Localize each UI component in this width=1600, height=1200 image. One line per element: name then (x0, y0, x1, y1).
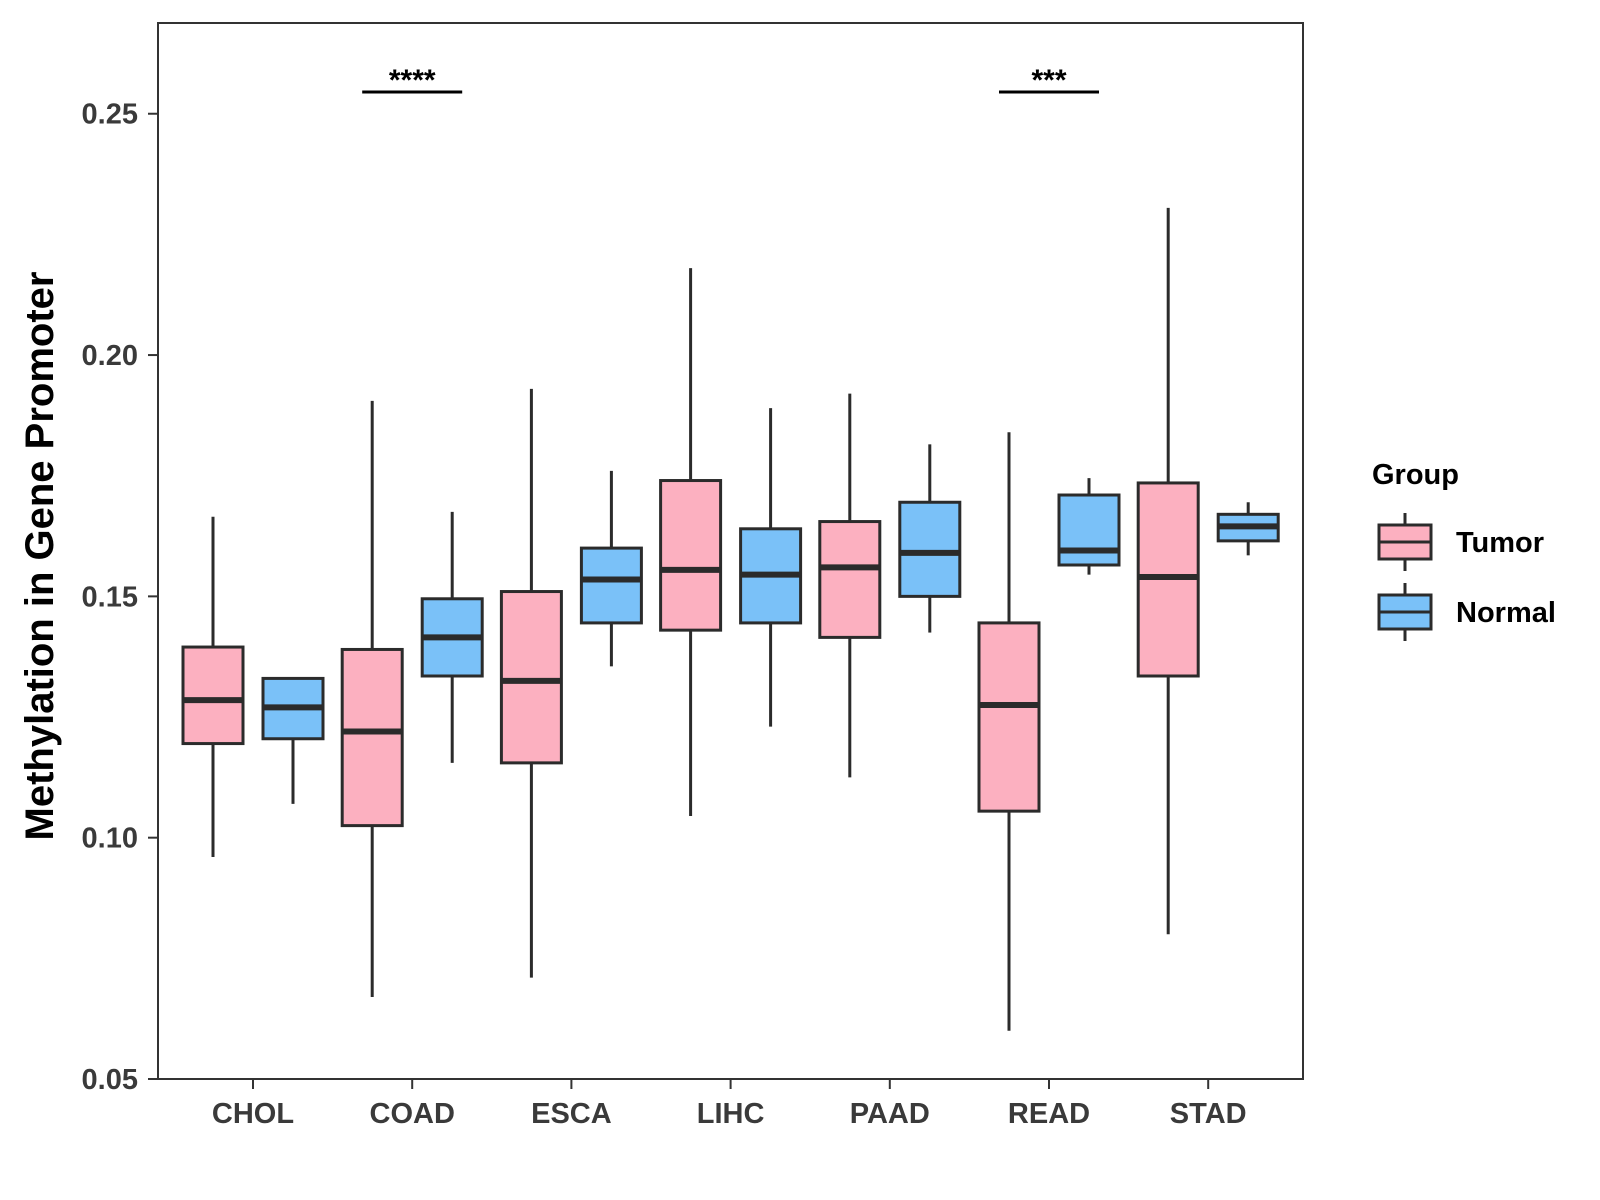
box-body (818, 520, 882, 639)
legend-title: Group (1372, 459, 1459, 491)
x-tick-label: STAD (1170, 1098, 1247, 1130)
box-normal-read (1057, 478, 1121, 575)
box-tumor-paad (818, 393, 882, 778)
x-tick-label: PAAD (850, 1098, 930, 1130)
box-body (977, 621, 1041, 813)
y-axis-label: Methylation in Gene Promoter (18, 272, 62, 841)
significance-label: *** (1031, 64, 1066, 97)
x-tick-label: READ (1008, 1098, 1090, 1130)
box-body (499, 590, 563, 765)
legend-item-normal: Normal (1377, 583, 1556, 641)
x-tick-label: CHOL (212, 1098, 294, 1130)
significance-label: **** (389, 64, 436, 97)
legend-items: Tumor Normal (1377, 513, 1556, 641)
box-normal-chol (261, 676, 325, 804)
x-tick-label: LIHC (697, 1098, 765, 1130)
box-body (1057, 493, 1121, 567)
y-tick-label: 0.10 (82, 823, 138, 855)
box-tumor-stad (1136, 207, 1200, 935)
box-tumor-coad (340, 400, 404, 997)
x-tick-label: ESCA (531, 1098, 612, 1130)
legend: Group Tumor Normal (1372, 459, 1556, 641)
legend-label: Tumor (1456, 527, 1544, 559)
box-tumor-lihc (659, 268, 723, 816)
box-normal-stad (1216, 502, 1280, 556)
box-normal-esca (579, 470, 643, 667)
legend-item-tumor: Tumor (1377, 513, 1544, 571)
box-normal-paad (898, 444, 962, 633)
box-tumor-esca (499, 388, 563, 978)
y-tick-label: 0.05 (82, 1064, 138, 1096)
y-tick-label: 0.20 (82, 340, 138, 372)
box-tumor-chol (181, 516, 245, 857)
x-tick-label: COAD (370, 1098, 455, 1130)
y-tick-label: 0.25 (82, 99, 138, 131)
box-body (181, 645, 245, 746)
box-tumor-read (977, 432, 1041, 1031)
legend-label: Normal (1456, 597, 1556, 629)
box-body (340, 647, 404, 828)
box-body (659, 479, 723, 632)
box-body (898, 500, 962, 598)
box-body (579, 546, 643, 625)
plot-area: 0.05 0.10 0.15 0.20 0.25 CHOL COAD ESCA LIHC PAAD… (82, 22, 1304, 1130)
box-normal-lihc (739, 408, 803, 727)
box-normal-coad (420, 511, 484, 763)
y-tick-label: 0.15 (82, 581, 138, 613)
